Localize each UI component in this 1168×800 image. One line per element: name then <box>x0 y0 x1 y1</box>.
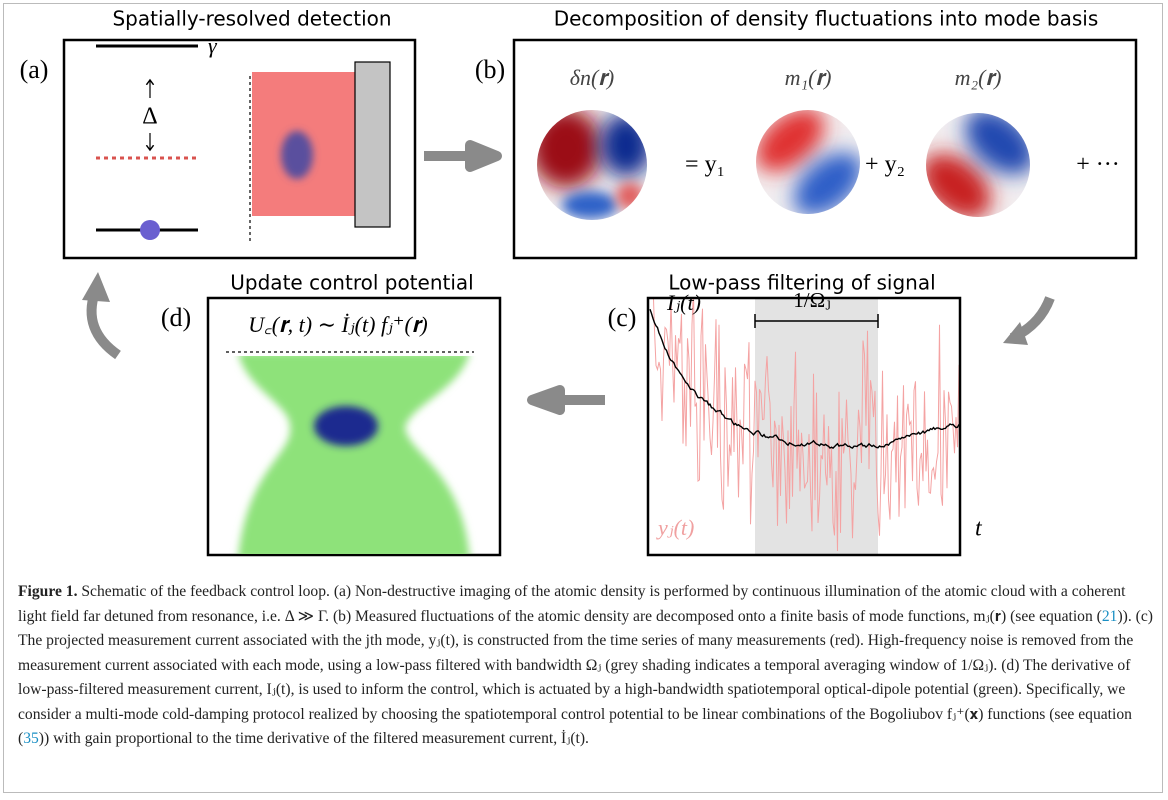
control-potential <box>238 352 470 560</box>
density-map <box>530 108 652 220</box>
control-formula: U꜀(𝐫, t) ∼ İⱼ(t) fⱼ⁺(𝐫) <box>248 312 428 337</box>
caption-text: Schematic of the feedback control loop. … <box>18 583 1125 625</box>
delta-label: Δ <box>142 104 157 130</box>
panel-label: (d) <box>161 303 191 332</box>
filtered-label: Iⱼ(t) <box>666 290 701 315</box>
mode-label: m₁(𝐫) <box>785 65 832 90</box>
page: Figure 1 html, body { margin: 0; padding… <box>0 0 1168 800</box>
panel-label: (b) <box>475 55 505 84</box>
equation-link[interactable]: 21 <box>1102 608 1118 625</box>
flow-arrow <box>532 390 605 410</box>
gamma-label: γ <box>208 33 218 58</box>
operator: + ··· <box>1076 152 1120 178</box>
mode-label: m₂(𝐫) <box>955 65 1002 90</box>
window-label: 1/Ωⱼ <box>793 288 831 312</box>
panel-title: Spatially-resolved detection <box>112 7 391 31</box>
panel-title: Update control potential <box>230 271 473 295</box>
equation-link[interactable]: 35 <box>23 730 39 747</box>
operator: + y₂ <box>865 152 905 178</box>
panel-title: Decomposition of density fluctuations in… <box>554 7 1099 31</box>
body: { "panels": { "a": {"label": "(a)", "tit… <box>0 0 1168 800</box>
flow-arrow <box>424 145 497 167</box>
operator: = y₁ <box>685 152 725 178</box>
detector <box>355 62 390 227</box>
caption-label: Figure 1. <box>18 583 77 600</box>
figure-graphic: Spatially-resolved detection (a) γ Δ Dec… <box>0 0 1168 575</box>
mode-label: δn(𝐫) <box>570 65 615 90</box>
atom <box>140 220 160 240</box>
caption-text: )). (c) The projected measurement curren… <box>18 608 1153 748</box>
raw-label: yⱼ(t) <box>656 515 694 540</box>
panel-label: (c) <box>608 303 637 332</box>
mode-map <box>744 96 874 228</box>
figure-caption: Figure 1. Schematic of the feedback cont… <box>18 580 1154 752</box>
caption-text: )) with gain proportional to the time de… <box>39 730 589 747</box>
mode-map <box>909 96 1048 231</box>
flow-arrow-head <box>82 272 110 302</box>
time-axis-label: t <box>975 516 983 542</box>
atom-cloud <box>281 131 313 179</box>
panel-label: (a) <box>20 55 49 84</box>
